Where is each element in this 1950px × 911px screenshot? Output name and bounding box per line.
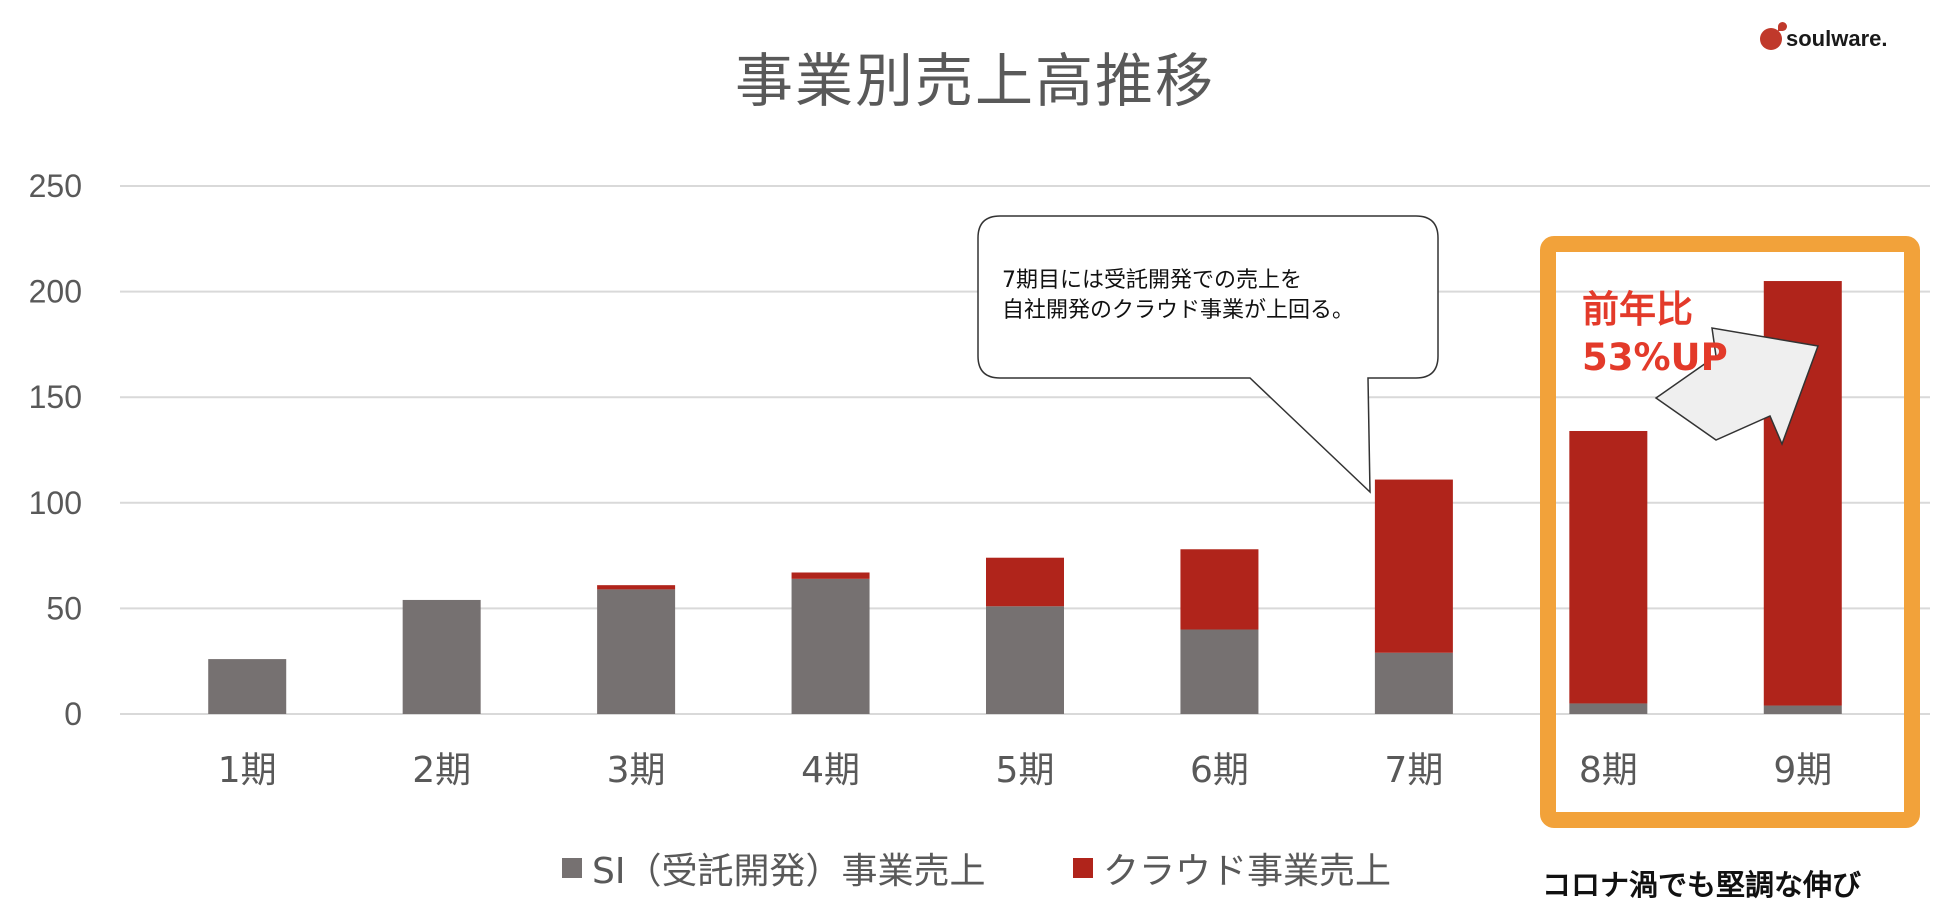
x-tick-label: 2期 <box>412 750 471 791</box>
bar-si <box>1569 703 1648 714</box>
bar-cloud <box>1374 479 1453 653</box>
bar-cloud <box>1180 549 1259 630</box>
legend-si-label: SI（受託開発）事業売上 <box>592 851 986 892</box>
bar-si <box>1763 705 1842 714</box>
bar-si <box>402 599 481 714</box>
y-tick-label: 100 <box>29 485 82 521</box>
logo-mark-icon <box>1760 22 1787 50</box>
legend-cloud-swatch <box>1073 858 1093 878</box>
x-tick-label: 8期 <box>1579 750 1638 791</box>
x-tick-label: 9期 <box>1773 750 1832 791</box>
callout-bubble <box>977 215 1439 494</box>
x-tick-label: 6期 <box>1190 750 1249 791</box>
bar-si <box>208 659 287 714</box>
chart-title: 事業別売上高推移 <box>734 47 1215 115</box>
legend-si: SI（受託開発）事業売上 <box>562 842 985 894</box>
bar-si <box>1180 629 1259 714</box>
bar-cloud <box>1569 430 1648 704</box>
highlight-box <box>1540 236 1920 828</box>
growth-label-line2: 53%UP <box>1582 336 1728 379</box>
growth-arrow-icon <box>1654 327 1820 447</box>
soulware-logo: soulware. <box>1760 22 1887 56</box>
bar-cloud <box>986 557 1064 607</box>
x-tick-label: 7期 <box>1384 750 1443 791</box>
callout-text: 7期目には受託開発での売上を 自社開発のクラウド事業が上回る。 <box>1002 268 1355 323</box>
y-tick-label: 250 <box>29 168 82 204</box>
bar-cloud <box>791 572 870 579</box>
bar-si <box>986 606 1064 714</box>
growth-label-line1: 前年比 <box>1582 288 1693 331</box>
y-tick-label: 200 <box>29 274 82 310</box>
highlight-note: コロナ渦でも堅調な伸び <box>1542 868 1862 902</box>
x-tick-label: 3期 <box>607 750 666 791</box>
legend-cloud-label: クラウド事業売上 <box>1103 851 1392 892</box>
bar-si <box>597 589 676 714</box>
legend-si-swatch <box>562 858 582 878</box>
legend-cloud: クラウド事業売上 <box>1073 842 1391 894</box>
y-tick-label: 50 <box>46 590 82 626</box>
x-tick-label: 1期 <box>218 750 277 791</box>
bar-si <box>791 578 870 714</box>
y-tick-label: 150 <box>29 379 82 415</box>
bar-cloud <box>597 585 676 590</box>
bar-si <box>1374 652 1453 714</box>
x-tick-label: 4期 <box>801 750 860 791</box>
logo-text: soulware. <box>1786 26 1888 51</box>
x-tick-label: 5期 <box>996 750 1055 791</box>
y-tick-label: 0 <box>64 696 82 732</box>
growth-label: 前年比 53%UP <box>1582 286 1728 382</box>
